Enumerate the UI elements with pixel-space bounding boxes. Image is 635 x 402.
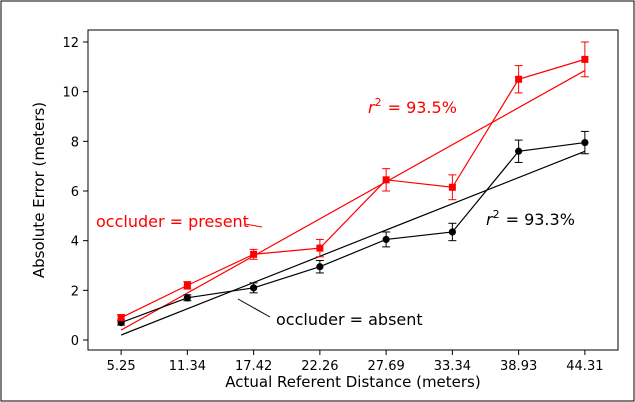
r2-value-present: = 93.5%: [388, 98, 457, 117]
series-line: [120, 58, 586, 319]
data-point: [515, 75, 523, 83]
data-point: [316, 263, 324, 271]
x-tick-label: 38.93: [500, 359, 537, 374]
y-axis-ticks: 0 2 4 6 8 10 12: [62, 36, 88, 349]
x-tick-label: 17.42: [235, 359, 272, 374]
y-axis-label: Absolute Error (meters): [30, 102, 48, 278]
r2-value-absent: = 93.3%: [506, 210, 575, 229]
data-point: [250, 250, 258, 258]
data-point: [581, 55, 589, 63]
r2-annotation-absent: r2 = 93.3%: [486, 208, 575, 229]
series-label-present: occluder = present: [96, 212, 249, 231]
r2-annotation-present: r2 = 93.5%: [368, 96, 457, 117]
series-label-absent: occluder = absent: [276, 310, 423, 329]
data-point: [448, 228, 456, 236]
x-axis-ticks: 5.25 11.34 17.42 22.26 27.69 33.34 38.93 44.31: [107, 350, 603, 374]
x-tick-label: 27.69: [368, 359, 405, 374]
x-tick-label: 22.26: [301, 359, 338, 374]
data-point: [250, 284, 258, 292]
series-lines: [120, 58, 586, 324]
x-tick-label: 44.31: [566, 359, 603, 374]
series-line: [120, 141, 585, 324]
y-tick-label: 8: [71, 135, 79, 150]
y-tick-label: 10: [62, 86, 79, 101]
x-tick-label: 11.34: [169, 359, 206, 374]
x-tick-label: 33.34: [434, 359, 471, 374]
r2-symbol-present: r: [368, 98, 376, 117]
x-tick-label: 5.25: [107, 359, 136, 374]
y-tick-label: 0: [71, 334, 79, 349]
pointer-absent: [237, 298, 271, 318]
y-tick-label: 12: [62, 36, 79, 51]
fit-lines: [120, 70, 586, 336]
data-point: [382, 235, 390, 244]
r2-superscript-absent: 2: [493, 208, 500, 221]
r2-superscript-present: 2: [375, 96, 382, 109]
data-point: [581, 138, 589, 147]
y-tick-label: 4: [71, 235, 79, 250]
data-point: [382, 176, 390, 184]
data-point: [316, 244, 324, 252]
fit-line: [120, 70, 586, 331]
data-point: [183, 281, 191, 289]
y-tick-label: 2: [71, 284, 79, 299]
data-point: [117, 314, 125, 322]
plot-area: [87, 29, 619, 351]
data-point: [515, 147, 523, 155]
r2-symbol-absent: r: [486, 210, 494, 229]
pointer-present: [244, 223, 263, 228]
fit-line: [120, 150, 586, 336]
y-tick-label: 6: [71, 185, 79, 200]
markers: [117, 55, 589, 327]
data-point: [448, 183, 456, 191]
x-axis-label: Actual Referent Distance (meters): [225, 373, 480, 391]
data-point: [183, 294, 191, 302]
